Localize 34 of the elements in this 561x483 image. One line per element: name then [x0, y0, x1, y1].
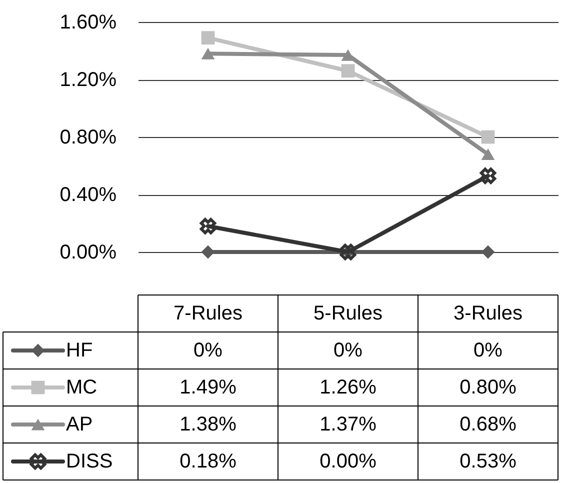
- data-label: 0.53%: [460, 450, 517, 472]
- data-label: 1.38%: [180, 414, 237, 436]
- data-label: 0.00%: [320, 450, 377, 472]
- point: [341, 64, 355, 78]
- point: [201, 48, 215, 60]
- data-label: 1.49%: [180, 376, 237, 398]
- data-label: 0.18%: [180, 450, 237, 472]
- legend-label: DISS: [66, 450, 113, 472]
- y-tick-label: 0.40%: [60, 184, 117, 206]
- x-tick-label: 7-Rules: [174, 302, 242, 324]
- point: [341, 49, 355, 61]
- x-tick-label: 3-Rules: [454, 302, 522, 324]
- data-label: 0.80%: [460, 376, 517, 398]
- data-label: 0%: [474, 340, 503, 362]
- y-tick-label: 1.60%: [60, 12, 117, 34]
- legend-label: AP: [66, 414, 93, 436]
- x-tick-label: 5-Rules: [314, 302, 382, 324]
- point: [480, 168, 496, 184]
- y-tick-label: 1.20%: [60, 69, 117, 91]
- data-label: 0%: [334, 340, 363, 362]
- point: [481, 148, 495, 160]
- data-label: 1.26%: [320, 376, 377, 398]
- y-tick-label: 0.00%: [60, 242, 117, 264]
- legend-label: MC: [66, 376, 98, 398]
- point: [201, 31, 215, 45]
- data-label: 1.37%: [320, 414, 377, 436]
- point: [481, 245, 495, 259]
- legend-label: HF: [66, 340, 93, 362]
- point: [200, 218, 216, 234]
- data-label: 0%: [194, 340, 223, 362]
- data-label: 0.68%: [460, 414, 517, 436]
- point: [481, 130, 495, 144]
- point: [201, 245, 215, 259]
- y-tick-label: 0.80%: [60, 126, 117, 148]
